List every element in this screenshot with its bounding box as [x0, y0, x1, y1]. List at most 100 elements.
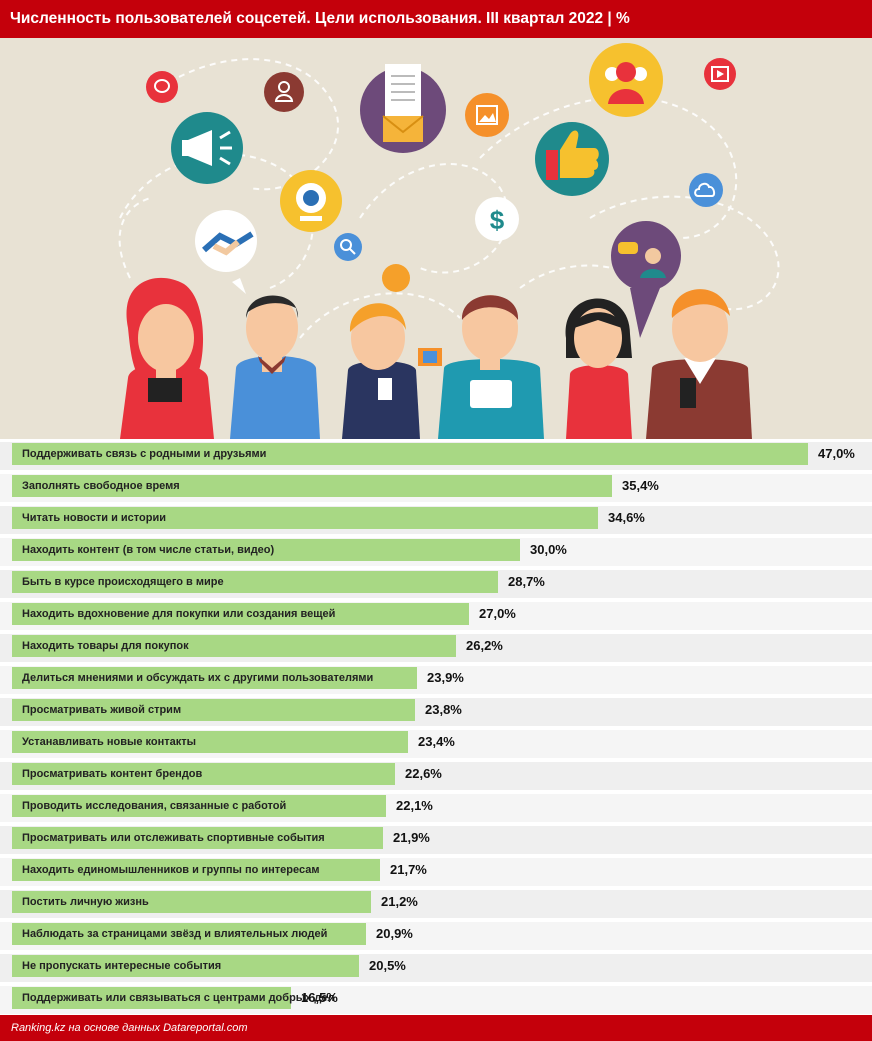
category-label: Заполнять свободное время	[22, 480, 180, 492]
chart-title: Численность пользователей соцсетей. Цели…	[10, 10, 630, 27]
bar	[12, 603, 469, 625]
thumbs-up-icon	[535, 122, 609, 196]
bar	[12, 539, 520, 561]
bar-row: Читать новости и истории 34,6%	[0, 504, 872, 536]
value-label: 26,2%	[466, 638, 503, 653]
category-label: Не пропускать интересные события	[22, 960, 222, 972]
chat-avatar-icon	[611, 221, 681, 338]
value-label: 34,6%	[608, 510, 645, 525]
chart-header: Численность пользователей соцсетей. Цели…	[0, 0, 872, 38]
bar	[12, 891, 371, 913]
person-6	[646, 289, 752, 439]
bar-row: Делиться мнениями и обсуждать их с други…	[0, 664, 872, 696]
value-label: 23,9%	[427, 670, 464, 685]
bar	[12, 923, 366, 945]
category-label: Находить вдохновение для покупки или соз…	[22, 608, 336, 620]
value-label: 22,1%	[396, 798, 433, 813]
value-label: 20,9%	[376, 926, 413, 941]
category-label: Быть в курсе происходящего в мире	[22, 576, 224, 588]
value-label: 23,4%	[418, 734, 455, 749]
category-label: Наблюдать за страницами звёзд и влиятель…	[22, 928, 328, 940]
bar-row: Поддерживать или связываться с центрами …	[0, 984, 872, 1016]
bar	[12, 443, 808, 465]
bar	[12, 507, 598, 529]
social-media-illustration: $	[0, 38, 872, 439]
bar	[12, 795, 386, 817]
bar-row: Поддерживать связь с родными и друзьями 4…	[0, 440, 872, 472]
bar	[12, 667, 417, 689]
bar-row: Не пропускать интересные события 20,5%	[0, 952, 872, 984]
value-label: 47,0%	[818, 446, 855, 461]
image-icon	[465, 93, 509, 137]
bar	[12, 859, 380, 881]
bar-row: Проводить исследования, связанные с рабо…	[0, 792, 872, 824]
category-label: Читать новости и истории	[22, 512, 166, 524]
category-label: Устанавливать новые контакты	[22, 736, 197, 748]
search-icon	[334, 233, 362, 261]
category-label: Поддерживать или связываться с центрами …	[22, 992, 335, 1004]
bar	[12, 635, 456, 657]
bar-row: Находить контент (в том числе статьи, ви…	[0, 536, 872, 568]
value-label: 30,0%	[530, 542, 567, 557]
category-label: Делиться мнениями и обсуждать их с други…	[22, 672, 374, 684]
category-label: Поддерживать связь с родными и друзьями	[22, 448, 267, 460]
bar-row: Постить личную жизнь 21,2%	[0, 888, 872, 920]
person-1	[120, 277, 214, 439]
bar-row: Просматривать контент брендов 22,6%	[0, 760, 872, 792]
bar	[12, 475, 612, 497]
bar-row: Заполнять свободное время 35,4%	[0, 472, 872, 504]
category-label: Просматривать контент брендов	[22, 768, 203, 780]
dollar-icon: $	[475, 197, 519, 241]
category-label: Просматривать живой стрим	[22, 704, 182, 716]
category-label: Просматривать или отслеживать спортивные…	[22, 832, 325, 844]
value-label: 23,8%	[425, 702, 462, 717]
bar-chart: Поддерживать связь с родными и друзьями 4…	[0, 440, 872, 1014]
bar	[12, 763, 395, 785]
bar	[12, 987, 291, 1009]
chat-bubble-icon	[146, 71, 178, 103]
bar-row: Находить товары для покупок 26,2%	[0, 632, 872, 664]
source-note: Ranking.kz на основе данных Datareportal…	[11, 1022, 248, 1034]
bar-row: Наблюдать за страницами звёзд и влиятель…	[0, 920, 872, 952]
cloud-icon	[689, 173, 723, 207]
value-label: 21,9%	[393, 830, 430, 845]
webcam-icon	[280, 170, 342, 232]
bar-row: Находить единомышленников и группы по ин…	[0, 856, 872, 888]
value-label: 21,2%	[381, 894, 418, 909]
svg-text:$: $	[490, 205, 505, 235]
value-label: 27,0%	[479, 606, 516, 621]
category-label: Находить контент (в том числе статьи, ви…	[22, 544, 275, 556]
megaphone-icon	[171, 112, 243, 184]
bar	[12, 699, 415, 721]
value-label: 20,5%	[369, 958, 406, 973]
user-icon	[264, 72, 304, 112]
bar-row: Просматривать или отслеживать спортивные…	[0, 824, 872, 856]
handshake-icon	[195, 210, 257, 294]
bar	[12, 571, 498, 593]
category-label: Находить единомышленников и группы по ин…	[22, 864, 320, 876]
category-label: Находить товары для покупок	[22, 640, 189, 652]
value-label: 22,6%	[405, 766, 442, 781]
bar-row: Просматривать живой стрим 23,8%	[0, 696, 872, 728]
film-icon	[418, 348, 442, 366]
person-2	[230, 295, 320, 439]
bar-row: Устанавливать новые контакты 23,4%	[0, 728, 872, 760]
document-mail-icon	[360, 64, 446, 153]
bar	[12, 955, 359, 977]
bar	[12, 827, 383, 849]
value-label: 21,7%	[390, 862, 427, 877]
users-group-icon	[589, 43, 663, 117]
category-label: Постить личную жизнь	[22, 896, 149, 908]
category-label: Проводить исследования, связанные с рабо…	[22, 800, 287, 812]
chart-footer: Ranking.kz на основе данных Datareportal…	[0, 1015, 872, 1041]
person-4	[438, 295, 544, 439]
bar-row: Быть в курсе происходящего в мире 28,7%	[0, 568, 872, 600]
value-label: 35,4%	[622, 478, 659, 493]
bar-row: Находить вдохновение для покупки или соз…	[0, 600, 872, 632]
bar	[12, 731, 408, 753]
value-label: 28,7%	[508, 574, 545, 589]
person-3	[342, 264, 420, 439]
value-label: 16,5%	[301, 990, 338, 1005]
person-5	[565, 298, 632, 439]
play-video-icon	[704, 58, 736, 90]
